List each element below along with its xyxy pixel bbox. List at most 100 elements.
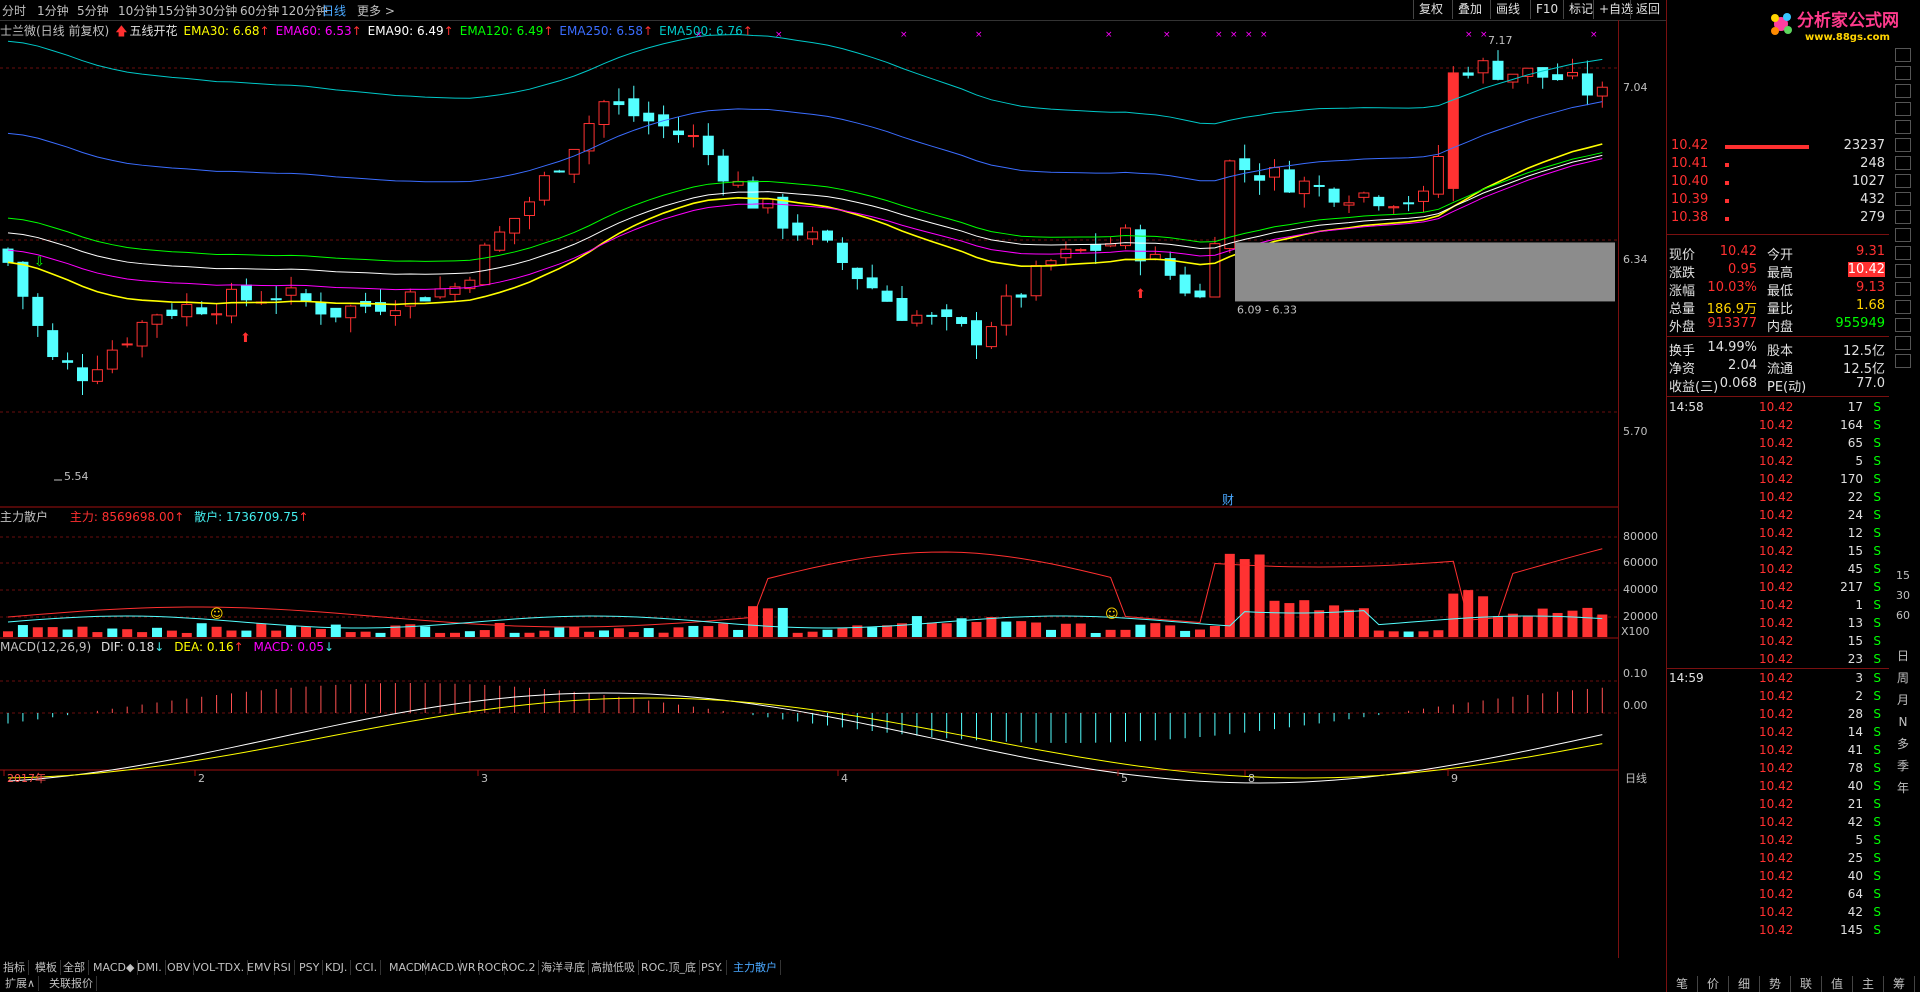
side-period-icon[interactable]: N [1898, 715, 1908, 729]
candle-body [494, 231, 506, 251]
quote-tab-6[interactable]: 主 [1853, 976, 1884, 992]
period-8[interactable]: 日线 [322, 4, 347, 18]
tick-side: S [1873, 851, 1881, 865]
indicator-tab-16[interactable]: ROC.2 [498, 960, 540, 975]
quote-tab-3[interactable]: 势 [1760, 976, 1791, 992]
side-tool-icon[interactable] [1895, 354, 1911, 368]
side-tool-icon[interactable] [1895, 192, 1911, 206]
side-tool-icon[interactable] [1895, 174, 1911, 188]
toolbar-btn-1[interactable]: 叠加 [1452, 0, 1487, 19]
toolbar-btn-2[interactable]: 画线 [1490, 0, 1525, 19]
tick-row: 10.42 3 S [1667, 671, 1887, 689]
indicator-tab-2[interactable]: 全部 [60, 960, 89, 975]
period-9[interactable]: 更多 > [357, 4, 395, 18]
quote-tab-4[interactable]: 联 [1791, 976, 1822, 992]
toolbar-btn-3[interactable]: F10 [1530, 0, 1563, 19]
indicator-tab-12[interactable]: MACD [386, 960, 426, 975]
side-period-icon[interactable]: 季 [1896, 759, 1909, 773]
volume-bar [1373, 630, 1384, 637]
bottom-tab-1[interactable]: 关联报价 [46, 976, 97, 991]
indicator-tab-4[interactable]: DMI. [134, 960, 166, 975]
period-3[interactable]: 10分钟 [118, 4, 158, 18]
side-tool-icon[interactable] [1895, 318, 1911, 332]
tick-row: 10.42 78 S [1667, 761, 1887, 779]
side-tool-icon[interactable] [1895, 300, 1911, 314]
side-period-60[interactable]: 60 [1896, 609, 1910, 622]
indicator-tab-10[interactable]: KDJ. [322, 960, 352, 975]
period-2[interactable]: 5分钟 [77, 4, 109, 18]
period-7[interactable]: 120分钟 [281, 4, 328, 18]
quote-tab-0[interactable]: 笔 [1667, 976, 1698, 992]
side-period-15[interactable]: 15 [1896, 569, 1910, 582]
indicator-tab-0[interactable]: 指标 [0, 960, 29, 975]
side-tool-icon[interactable] [1895, 84, 1911, 98]
tick-row: 10.42 42 S [1667, 815, 1887, 833]
tick-row: 10.42 42 S [1667, 905, 1887, 923]
indicator-tab-11[interactable]: CCI. [352, 960, 382, 975]
indicator-tab-7[interactable]: EMV [244, 960, 275, 975]
quote-label: 涨幅 [1669, 284, 1696, 299]
candle-body [568, 148, 580, 175]
indicator-tab-13[interactable]: MACD. [418, 960, 462, 975]
volume-bar [777, 607, 788, 637]
side-period-icon[interactable]: 周 [1896, 671, 1909, 685]
indicator-tab-1[interactable]: 模板 [32, 960, 61, 975]
side-tool-icon[interactable] [1895, 120, 1911, 134]
toolbar-btn-0[interactable]: 复权 [1413, 0, 1448, 19]
tick-row: 10.42 21 S [1667, 797, 1887, 815]
period-1[interactable]: 1分钟 [37, 4, 69, 18]
date-label: 9 [1451, 772, 1458, 785]
legend-item-1: 五线开花 [129, 24, 178, 38]
side-period-icon[interactable]: 多 [1896, 737, 1909, 751]
candle-body [1343, 202, 1355, 206]
side-period-icon[interactable]: 日 [1896, 649, 1909, 663]
period-4[interactable]: 15分钟 [158, 4, 198, 18]
volume-bar [301, 626, 311, 637]
side-tool-icon[interactable] [1895, 264, 1911, 278]
side-tool-icon[interactable] [1895, 156, 1911, 170]
candle-body [702, 135, 714, 156]
indicator-tab-20[interactable]: PSY. [698, 960, 727, 975]
toolbar-btn-4[interactable]: 标记 [1563, 0, 1598, 19]
side-tool-icon[interactable] [1895, 102, 1911, 116]
side-tool-icon[interactable] [1895, 66, 1911, 80]
ema-line-500 [7, 33, 1603, 125]
side-period-icon[interactable]: 年 [1896, 781, 1909, 795]
indicator-tab-8[interactable]: RSI [270, 960, 295, 975]
quote-label: 最高 [1767, 266, 1794, 281]
quote-tab-2[interactable]: 细 [1729, 976, 1760, 992]
quote-tab-5[interactable]: 值 [1822, 976, 1853, 992]
side-tool-icon[interactable] [1895, 228, 1911, 242]
side-tool-icon[interactable] [1895, 336, 1911, 350]
indicator-tab-15[interactable]: ROC [474, 960, 505, 975]
indicator-tab-14[interactable]: WR [454, 960, 480, 975]
bottom-tab-0[interactable]: 扩展∧ [2, 976, 40, 991]
indicator-tab-19[interactable]: ROC.顶_底 [638, 960, 700, 975]
quote-tab-7[interactable]: 筹 [1884, 976, 1915, 992]
side-tool-icon[interactable] [1895, 282, 1911, 296]
toolbar-btn-5[interactable]: +自选 [1593, 0, 1638, 19]
period-0[interactable]: 分时 [2, 4, 27, 18]
indicator-tab-5[interactable]: OBV [164, 960, 195, 975]
period-5[interactable]: 30分钟 [198, 4, 238, 18]
stat-label: 股本 [1767, 344, 1794, 359]
side-period-icon[interactable]: 月 [1896, 693, 1909, 707]
kline-chart-area[interactable]: 6.09 - 6.33 7.17 5.54 财 × × × × × × × × × × × × × ⬆ ⬆ ⇩ ☺ ☺ 20… [0, 20, 1618, 960]
toolbar-btn-6[interactable]: 返回 [1630, 0, 1665, 19]
side-tool-icon[interactable] [1895, 138, 1911, 152]
indicator-tab-3[interactable]: MACD◆ [90, 960, 139, 975]
indicator-tab-21[interactable]: 主力散户 [730, 960, 781, 975]
side-tool-icon[interactable] [1895, 48, 1911, 62]
signal-mark: × [1480, 30, 1488, 40]
quote-tab-1[interactable]: 价 [1698, 976, 1729, 992]
signal-mark: × [1590, 30, 1598, 40]
indicator-tab-17[interactable]: 海洋寻底 [538, 960, 589, 975]
period-6[interactable]: 60分钟 [240, 4, 280, 18]
volume-bar [1135, 624, 1146, 637]
side-period-30[interactable]: 30 [1896, 589, 1910, 602]
indicator-tab-9[interactable]: PSY [296, 960, 324, 975]
indicator-tab-18[interactable]: 高抛低吸 [588, 960, 639, 975]
indicator-tab-6[interactable]: VOL-TDX. [190, 960, 249, 975]
side-tool-icon[interactable] [1895, 210, 1911, 224]
side-tool-icon[interactable] [1895, 246, 1911, 260]
